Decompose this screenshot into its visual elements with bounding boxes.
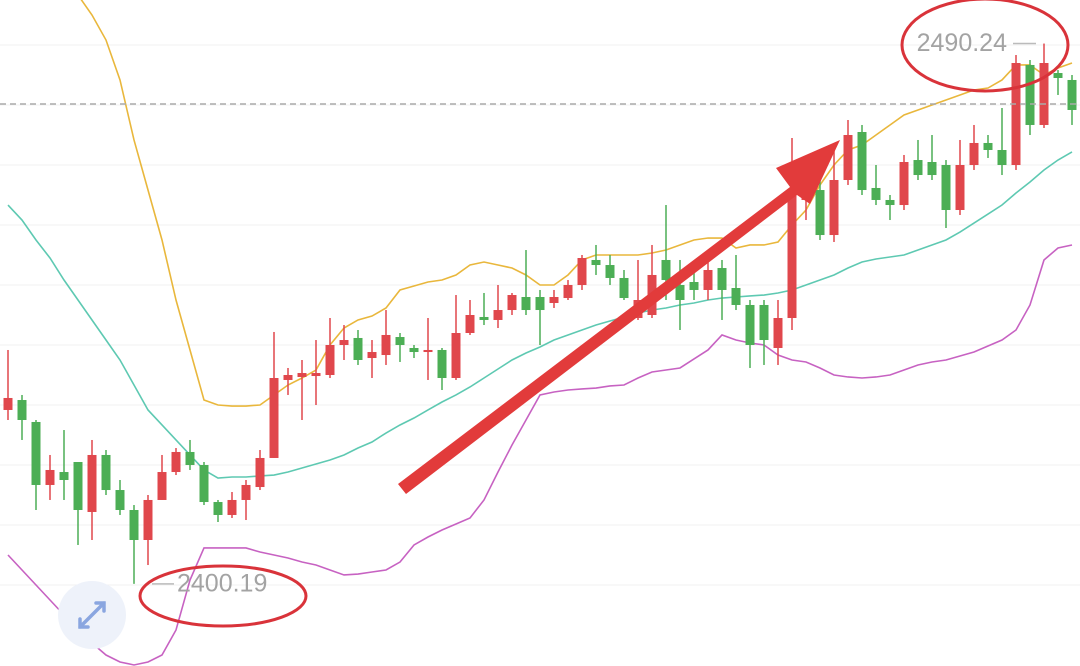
candle-body bbox=[31, 421, 41, 485]
candle-body bbox=[1067, 79, 1077, 110]
annotation-label: 2490.24 bbox=[917, 29, 1007, 57]
candle-body bbox=[913, 160, 923, 176]
expand-button[interactable] bbox=[58, 581, 126, 649]
candle-body bbox=[787, 195, 797, 318]
band-line bbox=[80, 0, 1073, 407]
candle-body bbox=[507, 295, 517, 311]
candle-body bbox=[857, 132, 867, 191]
candle-body bbox=[283, 375, 293, 380]
candle-body bbox=[3, 397, 13, 410]
band-line bbox=[7, 151, 1073, 479]
candle-body bbox=[731, 288, 741, 305]
candle-body bbox=[899, 162, 909, 206]
highlight-ellipse bbox=[900, 0, 1070, 93]
candle-body bbox=[619, 277, 629, 299]
candle-body bbox=[1039, 63, 1049, 125]
candle-body bbox=[661, 259, 671, 281]
candle-body bbox=[45, 469, 55, 485]
candle-body bbox=[199, 465, 209, 503]
candle-body bbox=[1011, 63, 1021, 165]
candle-body bbox=[101, 454, 111, 491]
candle-body bbox=[927, 162, 937, 176]
candle-body bbox=[311, 373, 321, 377]
candle-body bbox=[591, 259, 601, 266]
candle-body bbox=[815, 190, 825, 236]
candle-body bbox=[185, 451, 195, 465]
candle-body bbox=[703, 270, 713, 290]
candle-body bbox=[87, 454, 97, 512]
candle-body bbox=[605, 265, 615, 278]
candle-body bbox=[17, 400, 27, 420]
candle-body bbox=[157, 472, 167, 500]
candle-body bbox=[493, 310, 503, 320]
candle-body bbox=[213, 502, 223, 515]
overlay: 2490.24 2400.19 bbox=[0, 29, 1080, 597]
candle-body bbox=[297, 373, 307, 377]
candle-body bbox=[577, 258, 587, 285]
candle-body bbox=[885, 199, 895, 206]
candle-body bbox=[325, 345, 335, 375]
candle-body bbox=[437, 349, 447, 378]
candle-body bbox=[1053, 73, 1063, 78]
candle-body bbox=[409, 348, 419, 353]
candle-body bbox=[143, 499, 153, 540]
candle-body bbox=[241, 484, 251, 500]
candle-body bbox=[535, 297, 545, 311]
band-line bbox=[7, 244, 1073, 666]
candle-body bbox=[59, 472, 69, 480]
candle-body bbox=[717, 268, 727, 290]
candle-body bbox=[759, 304, 769, 341]
candle-body bbox=[745, 304, 755, 345]
candle-body bbox=[997, 150, 1007, 165]
candle-body bbox=[255, 457, 265, 488]
candle-body bbox=[675, 285, 685, 300]
candle-body bbox=[171, 451, 181, 473]
bands bbox=[7, 0, 1073, 666]
candle-body bbox=[227, 499, 237, 515]
candle-body bbox=[955, 165, 965, 210]
candle-body bbox=[367, 352, 377, 359]
candle-body bbox=[73, 462, 83, 510]
candle-body bbox=[829, 180, 839, 236]
candle-body bbox=[549, 297, 559, 303]
candle-body bbox=[423, 349, 433, 353]
candle-body bbox=[465, 315, 475, 333]
candle-body bbox=[843, 135, 853, 180]
candle-body bbox=[969, 142, 979, 165]
highlight-ellipse bbox=[138, 564, 308, 628]
annotation-label: 2400.19 bbox=[177, 569, 267, 597]
candle-body bbox=[1025, 64, 1035, 125]
candle-body bbox=[353, 337, 363, 360]
candle-body bbox=[941, 165, 951, 210]
candle-body bbox=[451, 333, 461, 378]
candle-body bbox=[563, 285, 573, 299]
candle-body bbox=[395, 337, 405, 345]
candle-body bbox=[269, 378, 279, 458]
candle-body bbox=[381, 334, 391, 356]
candle-body bbox=[983, 142, 993, 150]
candle-body bbox=[479, 316, 489, 320]
candle-body bbox=[339, 340, 349, 345]
candle-body bbox=[129, 510, 139, 540]
candle-body bbox=[871, 187, 881, 200]
trend-arrow bbox=[398, 140, 840, 494]
candle-body bbox=[773, 318, 783, 348]
candle-body bbox=[689, 282, 699, 290]
candle-body bbox=[521, 297, 531, 311]
candles bbox=[3, 43, 1077, 584]
candle-body bbox=[115, 490, 125, 510]
